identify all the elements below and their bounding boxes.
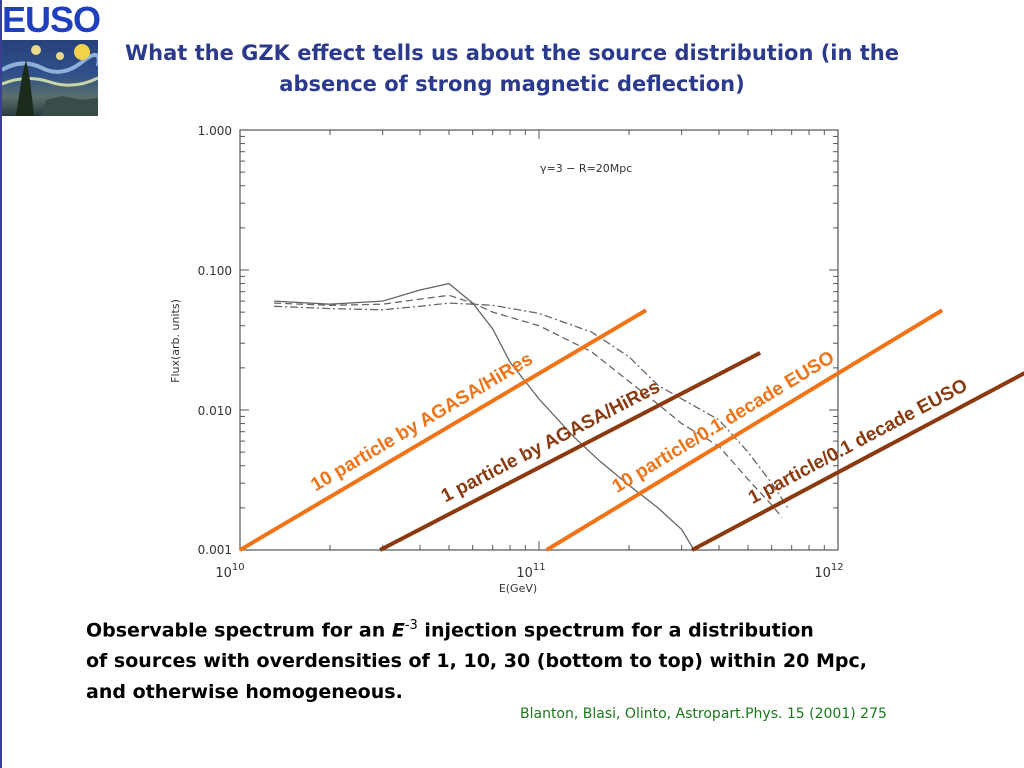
caption-line-2: of sources with overdensities of 1, 10, … — [86, 650, 867, 673]
y-tick-label: 1.000 — [198, 124, 232, 138]
caption-exponent: -3 — [404, 618, 418, 633]
minor-ticks — [239, 130, 838, 551]
sensitivity-line-2 — [379, 351, 762, 552]
x-axis-ticks: 1010 1011 1012 — [215, 562, 843, 581]
euso-logo-text: EUSO — [2, 0, 101, 40]
x-tick-label: 1010 — [215, 562, 244, 581]
slide-title-line-1: What the GZK effect tells us about the s… — [125, 41, 899, 65]
starry-night-painting-icon — [2, 40, 98, 116]
left-accent-rule — [0, 0, 2, 768]
figure-caption: Observable spectrum for an E-3 injection… — [86, 610, 1006, 708]
sensitivity-line-4 — [691, 371, 1024, 552]
flux-series-line-1 — [274, 282, 695, 551]
citation-reference: Blanton, Blasi, Olinto, Astropart.Phys. … — [520, 706, 887, 722]
y-axis-ticks: 1.000 0.100 0.010 0.001 — [198, 124, 232, 557]
sensitivity-line-1 — [238, 308, 648, 552]
caption-text: Observable spectrum for an — [86, 619, 392, 642]
x-tick-label: 1012 — [814, 562, 843, 581]
caption-line-1: Observable spectrum for an E-3 injection… — [86, 610, 1006, 646]
y-tick-label: 0.001 — [198, 543, 232, 557]
caption-line-3: and otherwise homogeneous. — [86, 681, 403, 704]
sensitivity-line-3 — [545, 308, 944, 552]
flux-spectrum-chart: 1.000 0.100 0.010 0.001 1010 1011 1012 E… — [169, 124, 1024, 595]
slide-title: What the GZK effect tells us about the s… — [112, 38, 912, 100]
y-axis-label: Flux(arb. units) — [169, 299, 182, 383]
caption-text: injection spectrum for a distribution — [417, 619, 814, 642]
y-tick-label: 0.010 — [198, 404, 232, 418]
x-axis-label: E(GeV) — [499, 582, 537, 595]
flux-series-line-3 — [274, 302, 789, 509]
slide-title-line-2: absence of strong magnetic deflection) — [279, 72, 745, 96]
chart-annotation: γ=3 − R=20Mpc — [540, 162, 632, 175]
flux-series-line-2 — [274, 294, 783, 519]
x-tick-label: 1011 — [516, 562, 545, 581]
caption-symbol: E — [391, 619, 405, 642]
y-tick-label: 0.100 — [198, 264, 232, 278]
euso-logo: EUSO — [2, 0, 101, 116]
